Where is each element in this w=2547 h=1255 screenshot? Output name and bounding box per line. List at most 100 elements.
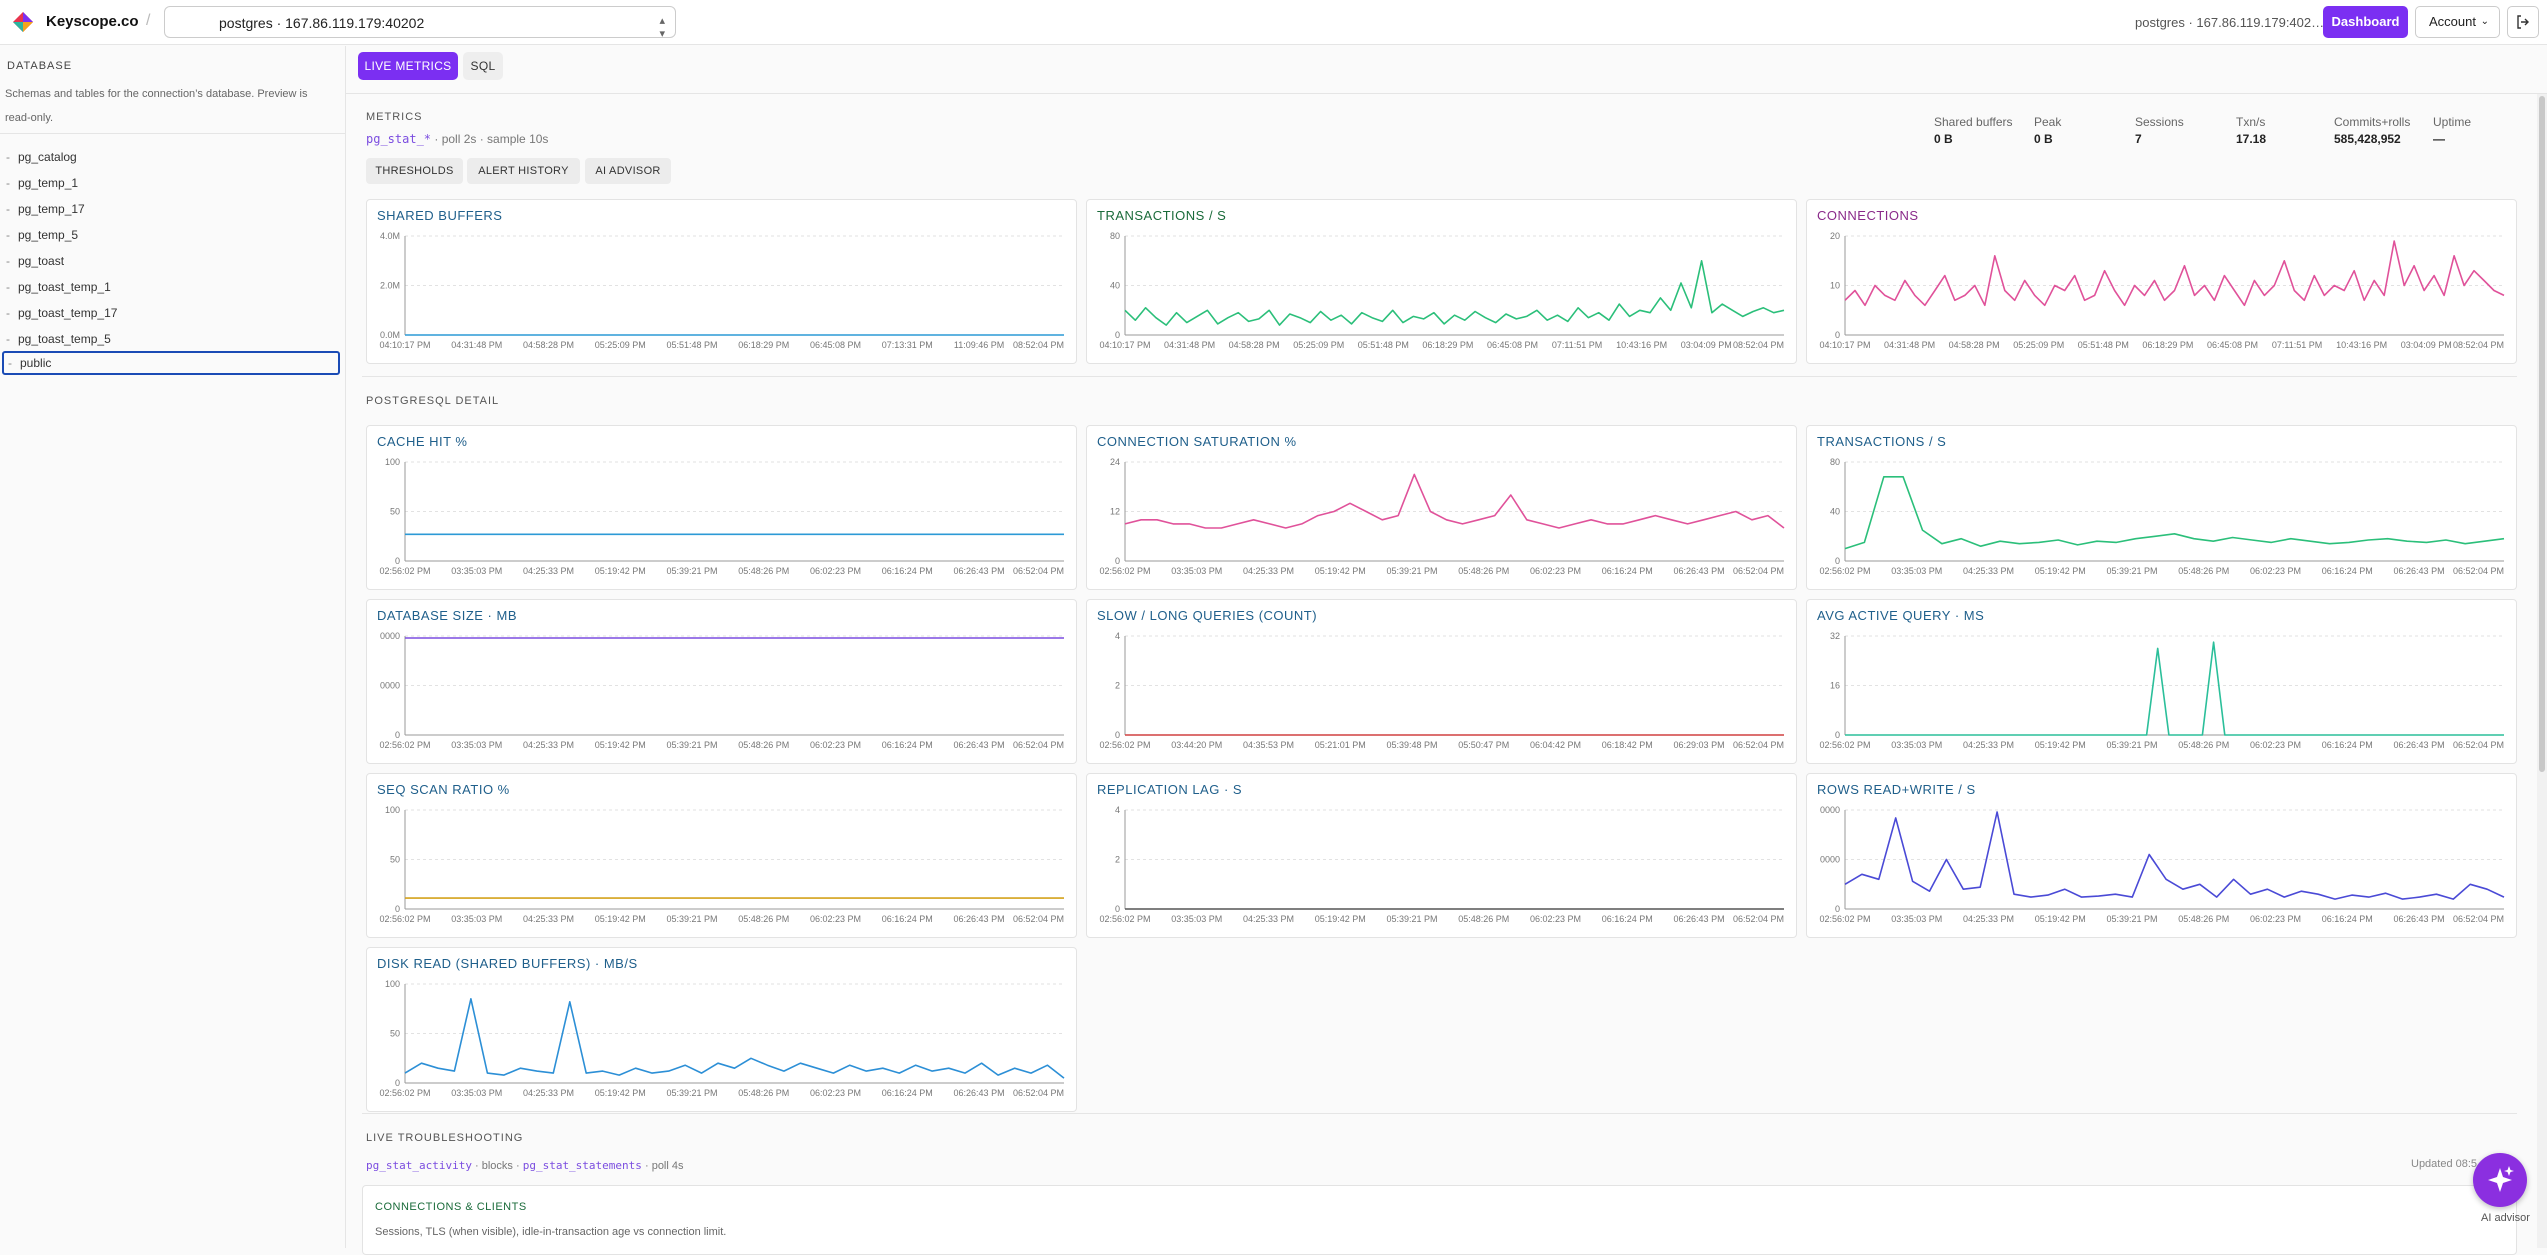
x-tick-label: 08:52:04 PM [2453,340,2504,350]
x-tick-label: 05:39:21 PM [1387,566,1438,576]
sidebar-item-pg-toast-temp-17[interactable]: - pg_toast_temp_17 [6,306,118,320]
stat-value: 0 B [1934,132,1953,146]
alert-history-button[interactable]: ALERT HISTORY [467,158,580,184]
chart-svg: 80 40 002:56:02 PM 03:35:03 PM 04:25:33 PM 05… [1819,457,2505,576]
account-label: Account [2429,14,2476,29]
x-tick-label: 06:26:43 PM [954,566,1005,576]
x-tick-label: 05:51:48 PM [1358,340,1409,350]
logout-button[interactable] [2507,6,2539,38]
x-tick-label: 03:04:09 PM [2401,340,2452,350]
sidebar-item-pg-toast-temp-5[interactable]: - pg_toast_temp_5 [6,332,111,346]
x-tick-label: 04:25:33 PM [523,566,574,576]
stat-peak: Peak 0 B [2034,115,2061,146]
section-divider [362,1113,2517,1114]
x-tick-label: 03:44:20 PM [1171,740,1222,750]
x-tick-label: 06:45:08 PM [810,340,861,350]
chart-svg: 80 40 004:10:17 PM 04:31:48 PM 04:58:28 PM 05… [1099,231,1785,350]
connections-clients-title: CONNECTIONS & CLIENTS [375,1201,527,1213]
chart-title: SHARED BUFFERS [377,208,503,223]
x-tick-label: 05:19:42 PM [595,566,646,576]
chart-card-transactions: TRANSACTIONS / S 80 40 0 04:10:17 PM 04:31:48… [1086,199,1797,364]
series-line [1124,260,1785,326]
x-tick-label: 06:26:43 PM [1674,566,1725,576]
sidebar-item-pg-temp-1[interactable]: - pg_temp_1 [6,176,79,190]
x-tick-label: 05:25:09 PM [595,340,646,350]
y-tick-label: 0 [1115,330,1120,340]
sidebar-item-pg-catalog[interactable]: - pg_catalog [6,150,77,164]
x-tick-label: 05:19:42 PM [1315,566,1366,576]
chart-title: ROWS READ+WRITE / S [1817,782,1976,797]
thresholds-button[interactable]: THRESHOLDS [366,158,463,184]
stat-sessions: Sessions 7 [2135,115,2184,146]
sidebar-item-label: pg_toast_temp_5 [18,332,111,346]
x-tick-label: 06:16:24 PM [1602,566,1653,576]
series-line [404,998,1065,1079]
chart-card-connections: CONNECTIONS 20 10 0 04:10:17 PM 04:31:48 PM 04… [1806,199,2517,364]
x-tick-label: 06:16:24 PM [2322,566,2373,576]
chevron-updown-icon: ▴ ▾ [659,15,665,40]
x-tick-label: 05:21:01 PM [1315,740,1366,750]
x-tick-label: 06:02:23 PM [2250,566,2301,576]
sidebar-item-public[interactable]: - public [2,351,340,375]
scrollbar-thumb[interactable] [2539,96,2545,772]
x-tick-label: 02:56:02 PM [379,740,430,750]
x-tick-label: 04:58:28 PM [1229,340,1280,350]
brand-name[interactable]: Keyscope.co [46,13,139,30]
stat-label: Txn/s [2236,115,2266,129]
sidebar-item-pg-toast-temp-1[interactable]: - pg_toast_temp_1 [6,280,111,294]
x-tick-label: 05:39:21 PM [2107,740,2158,750]
account-button[interactable]: Account ⌄ [2415,6,2500,38]
connection-select[interactable]: postgres · 167.86.119.179:40202 ▴ ▾ [164,6,676,40]
chart-svg: 20 10 004:10:17 PM 04:31:48 PM 04:58:28 PM 05… [1819,231,2505,350]
tab-sql[interactable]: SQL [463,52,503,80]
logout-icon [2517,15,2529,29]
x-tick-label: 02:56:02 PM [1099,740,1150,750]
x-tick-label: 06:52:04 PM [1013,914,1064,924]
x-tick-label: 06:18:29 PM [738,340,789,350]
x-tick-label: 06:04:42 PM [1530,740,1581,750]
x-tick-label: 06:52:04 PM [2453,740,2504,750]
pg-stat-statements-link[interactable]: pg_stat_statements [522,1159,642,1172]
x-tick-label: 06:52:04 PM [2453,566,2504,576]
x-tick-label: 04:25:33 PM [1963,914,2014,924]
chart-card-seq-scan-ratio: SEQ SCAN RATIO % 100 50 0 02:56:02 PM 03:35:0… [366,773,1077,938]
pg-stat-activity-link[interactable]: pg_stat_activity [366,1159,472,1172]
ai-advisor-button[interactable]: AI ADVISOR [585,158,671,184]
metrics-source-link[interactable]: pg_stat_* [366,132,432,146]
y-tick-label: 0 [1835,904,1840,914]
dashboard-button[interactable]: Dashboard [2323,6,2408,38]
x-tick-label: 05:48:26 PM [1458,566,1509,576]
tab-live-metrics[interactable]: LIVE METRICS [358,52,458,80]
chart-card-shared-buffers: SHARED BUFFERS 4.0M 2.0M 0.0M 04:10:17 PM 04:… [366,199,1077,364]
sidebar-item-pg-temp-17[interactable]: - pg_temp_17 [6,202,85,216]
chart-svg: 24 12 002:56:02 PM 03:35:03 PM 04:25:33 PM 05… [1099,457,1785,576]
x-tick-label: 06:45:08 PM [1487,340,1538,350]
sidebar-item-pg-temp-5[interactable]: - pg_temp_5 [6,228,79,242]
x-tick-label: 06:02:23 PM [2250,740,2301,750]
x-tick-label: 06:02:23 PM [1530,914,1581,924]
x-tick-label: 04:25:33 PM [1243,914,1294,924]
chart-title: DATABASE SIZE · MB [377,608,517,623]
troubleshooting-title: LIVE TROUBLESHOOTING [366,1132,524,1144]
troubleshooting-subtitle: pg_stat_activity · blocks · pg_stat_stat… [366,1159,684,1172]
stat-label: Uptime [2433,115,2472,129]
x-tick-label: 04:10:17 PM [1819,340,1870,350]
y-tick-label: 0 [1115,730,1120,740]
y-tick-label: 0 [1835,730,1840,740]
sidebar-item-pg-toast[interactable]: - pg_toast [6,254,65,268]
x-tick-label: 06:45:08 PM [2207,340,2258,350]
stat-label: Sessions [2135,115,2184,129]
y-tick-label: 0000 [1820,855,1840,865]
section-divider [362,376,2517,377]
x-tick-label: 06:16:24 PM [882,566,933,576]
ai-advisor-fab[interactable] [2473,1153,2527,1207]
keyscope-logo-icon[interactable] [12,11,34,33]
stat-label: Shared buffers [1934,115,2013,129]
x-tick-label: 05:19:42 PM [595,914,646,924]
x-tick-label: 05:19:42 PM [595,1088,646,1098]
x-tick-label: 06:26:43 PM [954,740,1005,750]
sparkle-icon [2488,1166,2514,1192]
stat-value: 0 B [2034,132,2053,146]
x-tick-label: 06:16:24 PM [882,1088,933,1098]
x-tick-label: 05:39:21 PM [667,914,718,924]
